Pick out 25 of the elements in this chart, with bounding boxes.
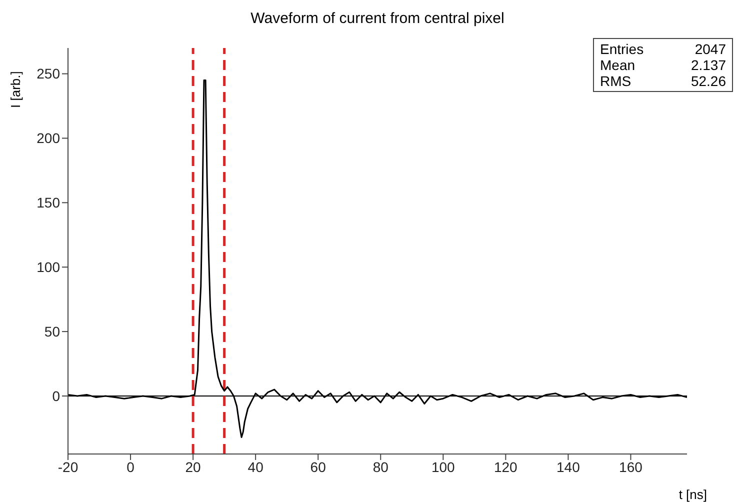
text: 52.26 xyxy=(690,73,726,89)
annotation: Mean xyxy=(600,57,636,73)
x-axis-title: t [ns] xyxy=(678,487,707,502)
x-tick-label: 0 xyxy=(126,458,135,475)
y-tick-label: 100 xyxy=(36,259,60,276)
text: 2.137 xyxy=(690,57,726,73)
y-tick-label: 200 xyxy=(36,130,60,146)
x-tick-label: 120 xyxy=(494,458,518,475)
x-tick-label: 80 xyxy=(372,458,389,475)
y-axis-title: I [arb.] xyxy=(8,71,23,108)
x-tick-label: 20 xyxy=(185,458,202,475)
text: 2047 xyxy=(694,41,726,57)
y-tick-label: 250 xyxy=(36,66,60,82)
x-tick-label: 60 xyxy=(310,458,326,475)
x-tick-label: 140 xyxy=(556,458,580,475)
x-tick-label: 160 xyxy=(619,458,643,475)
chart-title: Waveform of current from central pixel xyxy=(250,10,506,27)
y-tick-label: 150 xyxy=(36,194,60,211)
x-tick-label: 40 xyxy=(248,458,264,475)
x-tick-label: 100 xyxy=(431,458,456,475)
annotation: RMS xyxy=(600,73,632,89)
x-tick-label: -20 xyxy=(58,458,78,475)
y-tick-label: 50 xyxy=(44,324,60,340)
annotation: Entries xyxy=(600,41,644,57)
y-tick-label: 0 xyxy=(52,388,60,404)
